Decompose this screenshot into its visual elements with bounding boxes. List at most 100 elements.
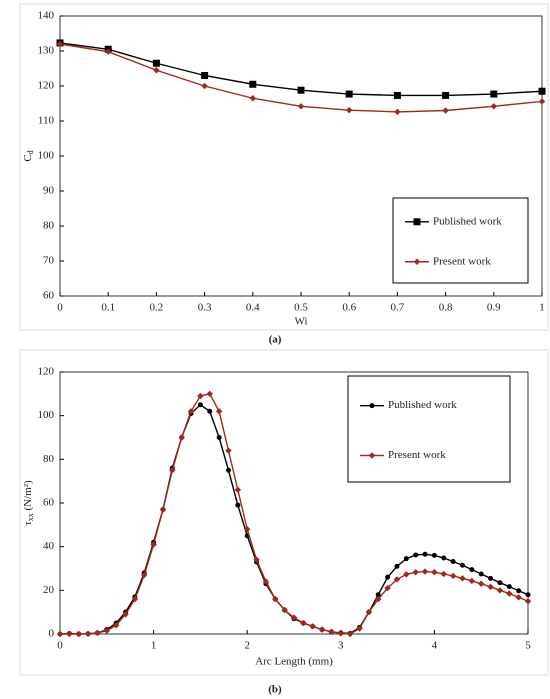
legend-label: Published work <box>433 215 502 227</box>
marker <box>94 629 101 637</box>
x-tick-label: 0.1 <box>101 302 115 314</box>
caption: (b) <box>268 684 282 696</box>
marker <box>375 595 382 603</box>
marker <box>75 630 82 638</box>
legend-marker <box>413 258 421 265</box>
marker <box>442 107 449 114</box>
y-axis-label-part: (N/m²) <box>22 480 34 513</box>
x-tick-label: 0 <box>57 302 63 314</box>
marker <box>516 588 522 594</box>
marker <box>235 502 241 508</box>
marker <box>178 434 185 441</box>
y-tick-label: 0 <box>49 628 55 640</box>
marker <box>201 82 208 90</box>
y-axis-label: τxx (N/m²) <box>22 480 35 526</box>
panel-frame <box>19 349 549 676</box>
marker <box>346 630 354 638</box>
marker <box>206 390 213 398</box>
marker <box>450 559 456 565</box>
x-tick-label: 0.4 <box>246 302 260 314</box>
marker <box>56 40 64 48</box>
x-tick-label: 0.6 <box>342 302 356 314</box>
marker <box>538 98 546 105</box>
legend-label: Published work <box>388 399 457 411</box>
marker <box>262 578 270 585</box>
x-tick-label: 1 <box>151 640 157 652</box>
marker <box>243 525 251 533</box>
y-axis-label-part: xx <box>26 513 35 521</box>
marker <box>440 570 447 578</box>
marker <box>112 622 120 629</box>
panel-frame <box>19 3 549 331</box>
x-tick-label: 2 <box>244 640 250 652</box>
marker <box>272 595 279 603</box>
marker <box>290 614 298 621</box>
marker <box>216 435 222 440</box>
marker <box>441 555 447 561</box>
x-tick-label: 0.2 <box>150 302 164 314</box>
legend <box>392 197 529 284</box>
marker <box>478 571 484 577</box>
marker <box>56 630 64 638</box>
x-tick-label: 0.7 <box>391 302 405 314</box>
marker <box>197 392 204 400</box>
marker <box>412 569 419 576</box>
marker <box>249 95 257 102</box>
marker <box>490 103 498 110</box>
marker <box>197 402 203 408</box>
marker <box>477 580 485 587</box>
legend-label: Present work <box>388 449 446 461</box>
y-tick-label: 70 <box>43 255 55 267</box>
legend-marker <box>369 403 375 409</box>
marker <box>141 571 148 579</box>
marker <box>104 48 112 55</box>
x-tick-label: 0.8 <box>439 302 453 314</box>
y-tick-label: 130 <box>38 45 55 57</box>
marker <box>490 90 498 98</box>
x-tick-label: 0 <box>57 640 63 652</box>
y-axis-label: Cd <box>22 150 35 161</box>
marker <box>449 572 457 580</box>
y-tick-label: 80 <box>43 220 55 232</box>
marker <box>403 571 410 578</box>
y-tick-label: 140 <box>38 10 55 22</box>
marker <box>309 623 316 630</box>
marker <box>153 67 160 74</box>
x-tick-label: 4 <box>432 640 438 652</box>
y-tick-label: 120 <box>38 80 55 92</box>
marker <box>337 630 345 637</box>
marker <box>253 556 260 563</box>
marker <box>234 486 242 494</box>
marker <box>393 576 401 583</box>
marker <box>487 583 494 591</box>
marker <box>442 91 450 99</box>
marker <box>469 567 475 573</box>
marker <box>328 628 335 636</box>
marker <box>297 103 305 110</box>
marker <box>215 408 223 415</box>
y-axis-label-part: d <box>26 150 35 154</box>
marker <box>201 72 209 79</box>
x-axis-label: Arc Length (mm) <box>255 656 333 668</box>
y-axis-label-part: C <box>22 154 34 161</box>
y-tick-label: 40 <box>43 540 55 552</box>
marker <box>394 563 400 569</box>
marker <box>281 606 288 614</box>
y-axis-label-part: τ <box>22 521 34 526</box>
legend <box>347 375 511 483</box>
marker <box>365 608 373 616</box>
marker <box>297 86 305 94</box>
marker <box>515 594 522 601</box>
y-tick-label: 120 <box>38 366 55 378</box>
series-line <box>59 43 543 113</box>
marker <box>393 91 401 99</box>
x-tick-label: 0.3 <box>198 302 212 314</box>
marker <box>207 408 213 414</box>
marker <box>103 627 111 634</box>
marker <box>150 541 157 548</box>
marker <box>131 595 139 603</box>
marker <box>225 467 231 473</box>
legend-label: Present work <box>433 255 491 267</box>
marker <box>488 575 494 581</box>
